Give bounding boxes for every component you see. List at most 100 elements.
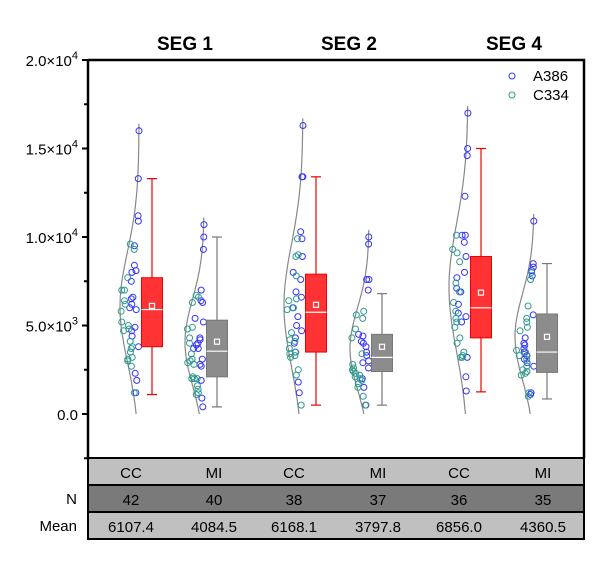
data-point-a386	[460, 238, 468, 246]
data-point-c334	[455, 288, 463, 296]
violin-curve	[514, 213, 535, 415]
data-point-c334	[293, 235, 301, 243]
data-point-c334	[184, 325, 191, 333]
table-mean: 4360.5	[520, 519, 566, 536]
data-point-a386	[127, 295, 135, 303]
data-point-a386	[294, 313, 302, 321]
data-point-a386	[132, 306, 140, 314]
data-point-a386	[133, 376, 141, 384]
data-point-c334	[361, 401, 369, 409]
data-point-a386	[463, 152, 471, 160]
table-n: 37	[370, 492, 387, 509]
data-point-c334	[184, 359, 192, 367]
data-point-c334	[127, 345, 135, 352]
data-point-c334	[285, 345, 293, 352]
data-point-c334	[524, 392, 532, 400]
stats-table: CC 42 6107.4 MI 40 4084.5 CC 38 6168.1 MI 37 3797.8…	[87, 457, 585, 540]
data-point-a386	[298, 327, 306, 335]
table-n: 38	[286, 492, 303, 509]
box-iqr	[536, 313, 558, 373]
table-mean: 6856.0	[436, 519, 482, 536]
table-mean: 6168.1	[271, 519, 317, 536]
data-point-a386	[453, 274, 461, 282]
data-point-a386	[199, 245, 207, 253]
data-point-a386	[132, 267, 140, 275]
table-category: MI	[535, 465, 552, 482]
data-point-c334	[285, 297, 293, 305]
box-iqr	[206, 319, 228, 378]
mean-marker	[378, 343, 386, 350]
data-point-a386	[196, 336, 204, 344]
table-row-label-mean: Mean	[39, 518, 77, 535]
table-category: MI	[370, 465, 387, 482]
data-point-c334	[453, 249, 461, 257]
data-point-a386	[365, 276, 373, 283]
data-point-a386	[357, 337, 365, 345]
data-point-c334	[359, 392, 367, 400]
data-point-a386	[134, 175, 142, 183]
data-point-a386	[528, 272, 536, 280]
y-tick-label: 1.0×104	[26, 227, 78, 247]
data-point-a386	[520, 345, 528, 352]
data-point-a386	[355, 330, 363, 338]
data-point-c334	[124, 274, 132, 282]
data-point-c334	[453, 231, 460, 239]
data-point-c334	[517, 371, 525, 379]
data-point-a386	[297, 276, 305, 283]
data-point-a386	[191, 314, 199, 322]
data-point-c334	[452, 307, 460, 315]
data-point-a386	[454, 300, 462, 308]
data-point-c334	[186, 334, 194, 342]
data-point-c334	[356, 371, 364, 379]
data-point-c334	[527, 276, 535, 283]
table-n: 35	[535, 492, 552, 509]
box-iqr	[141, 277, 163, 348]
data-point-a386	[360, 383, 368, 391]
data-point-a386	[523, 359, 531, 367]
data-point-a386	[126, 304, 134, 312]
data-point-c334	[189, 373, 197, 381]
mean-marker	[213, 338, 221, 345]
table-n: 42	[123, 492, 140, 509]
table-row-bg	[87, 511, 585, 540]
data-point-c334	[283, 306, 291, 314]
data-point-c334	[195, 293, 202, 301]
data-point-c334	[292, 253, 300, 260]
mean-marker	[543, 333, 551, 340]
data-point-c334	[117, 307, 125, 315]
data-point-c334	[297, 401, 305, 409]
data-point-a386	[131, 242, 138, 250]
data-point-c334	[352, 311, 360, 319]
data-point-c334	[354, 380, 362, 388]
data-point-c334	[128, 353, 136, 361]
data-point-c334	[523, 314, 531, 322]
data-point-c334	[124, 355, 132, 363]
data-point-c334	[291, 337, 299, 345]
violin-curve	[283, 118, 304, 415]
data-point-a386	[134, 212, 142, 220]
data-point-c334	[453, 339, 461, 347]
mean-marker	[477, 289, 485, 296]
legend-label: C334	[533, 87, 569, 104]
data-point-c334	[522, 348, 529, 356]
data-point-a386	[462, 253, 470, 260]
data-point-a386	[200, 233, 208, 241]
table-mean: 3797.8	[355, 519, 401, 536]
data-point-c334	[525, 389, 533, 397]
data-point-a386	[363, 348, 370, 356]
data-point-c334	[292, 295, 300, 303]
data-point-c334	[358, 350, 366, 358]
data-point-c334	[190, 360, 198, 368]
data-point-a386	[198, 394, 206, 402]
data-point-a386	[461, 192, 469, 200]
data-point-c334	[354, 383, 362, 391]
table-category: CC	[448, 465, 470, 482]
data-point-c334	[521, 369, 529, 377]
table-category: MI	[206, 465, 223, 482]
table-n: 36	[451, 492, 468, 509]
data-point-a386	[365, 364, 372, 372]
panel-title: SEG 1	[157, 34, 213, 55]
data-point-a386	[199, 299, 207, 306]
data-point-a386	[462, 387, 470, 395]
data-point-c334	[292, 272, 300, 280]
